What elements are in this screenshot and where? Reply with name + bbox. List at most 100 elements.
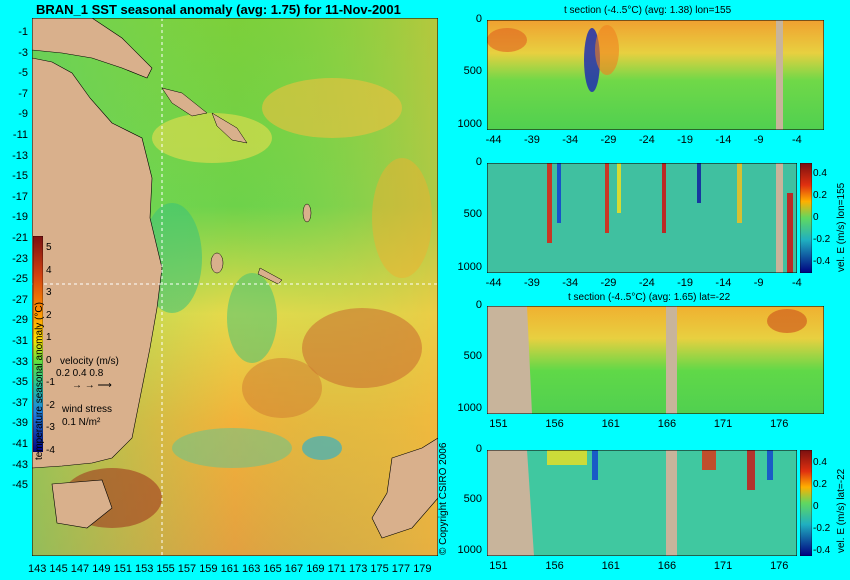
new-guinea-landmass — [32, 18, 153, 79]
vel-section-lat-22 — [487, 450, 797, 556]
section-4-x-tick: 161 — [601, 560, 620, 572]
vel-colorbar-tick: -0.2 — [813, 523, 831, 534]
vel-colorbar-tick: -0.2 — [813, 234, 831, 245]
sst-colorbar-tick: -1 — [46, 377, 55, 388]
sst-colorbar-tick: 4 — [46, 264, 52, 276]
sst-colorbar-label: temperature seasonal anomaly (°C) — [34, 302, 45, 460]
section-3-x-tick: 151 — [489, 418, 508, 430]
map-lat-tick-label: -39 — [12, 417, 28, 430]
map-lon-tick-label: 171 — [327, 563, 346, 575]
map-lat-tick-label: -13 — [12, 149, 28, 162]
map-lat-tick-label: -11 — [12, 129, 28, 141]
section-3-x-tick: 176 — [770, 418, 789, 430]
map-lat-tick-label: -27 — [12, 293, 28, 306]
map-lat-tick-label: -37 — [12, 396, 28, 409]
section-1-title: t section (-4..5°C) (avg: 1.38) lon=155 — [564, 5, 732, 16]
section-3-x-tick: 171 — [713, 418, 733, 430]
vel-colorbar-tick: 0 — [813, 501, 819, 512]
section-1-x-tick: -44 — [485, 134, 502, 146]
map-lat-tick-label: -43 — [12, 458, 28, 471]
section-4-x-tick: 151 — [489, 560, 508, 572]
section-1-x-tick: -9 — [753, 134, 764, 146]
sst-colorbar-tick: 5 — [46, 242, 52, 253]
section-3-y-tick: 500 — [463, 350, 482, 363]
section-2-x-tick: -24 — [638, 277, 655, 289]
map-lat-tick-label: -5 — [18, 67, 28, 80]
map-lon-tick-label: 155 — [156, 563, 175, 575]
section-3-y-tick: 0 — [475, 299, 482, 311]
map-lon-tick-label: 149 — [92, 563, 111, 575]
new-zealand-landmass — [371, 437, 438, 539]
map-title: BRAN_1 SST seasonal anomaly (avg: 1.75) … — [36, 2, 401, 17]
section-2-x-tick: -4 — [792, 277, 802, 289]
map-lat-tick-label: -19 — [12, 211, 28, 224]
section-2-x-tick: -14 — [715, 277, 732, 289]
section-4-x-tick: 166 — [657, 560, 677, 572]
map-lat-tick-label: -41 — [12, 438, 28, 450]
vel-colorbar-1-label: vel. E (m/s) lon=155 — [836, 182, 847, 272]
map-lon-tick-label: 179 — [413, 563, 432, 575]
section-3-title: t section (-4..5°C) (avg: 1.65) lat=-22 — [568, 292, 731, 303]
map-lat-tick-label: -15 — [12, 170, 28, 183]
t-section-lat-22 — [487, 306, 824, 414]
map-lon-tick-label: 175 — [370, 563, 389, 575]
map-lat-tick-label: -3 — [18, 46, 28, 59]
velocity-legend-values: 0.2 0.4 0.8 — [56, 368, 104, 379]
map-lon-tick-label: 161 — [220, 563, 239, 575]
tasmania-landmass — [51, 479, 113, 529]
section-2-x-tick: -34 — [562, 277, 579, 289]
section-4-y-tick: 0 — [475, 443, 482, 455]
map-lon-tick-label: 177 — [391, 563, 411, 575]
vel-colorbar-2-label: vel. E (m/s) lat=-22 — [836, 468, 847, 553]
section-4-x-tick: 176 — [770, 560, 789, 572]
section-1-y-tick: 0 — [475, 13, 482, 25]
map-lon-tick-label: 157 — [177, 563, 197, 575]
sst-colorbar-tick: -2 — [46, 399, 55, 411]
map-lon-tick-label: 143 — [28, 563, 47, 575]
section-1-x-tick: -4 — [792, 134, 802, 146]
wind-legend-value: 0.1 N/m² — [62, 417, 101, 428]
section-1-y-tick: 1000 — [457, 117, 482, 130]
section-1-x-tick: -34 — [562, 134, 579, 146]
sst-colorbar-tick: 1 — [46, 332, 52, 343]
map-lon-tick-label: 167 — [284, 563, 304, 575]
sst-colorbar-tick: 0 — [46, 354, 52, 366]
map-lat-tick-label: -17 — [12, 190, 28, 203]
section-2-y-tick: 500 — [463, 208, 482, 221]
map-lat-tick-label: -35 — [12, 376, 28, 389]
t-section-lon155 — [487, 20, 824, 130]
section-2-x-tick: -39 — [523, 277, 540, 289]
section-1-x-tick: -19 — [677, 134, 694, 146]
vel-colorbar-1 — [800, 163, 812, 273]
map-lat-tick-label: -23 — [12, 252, 28, 265]
velocity-legend-label: velocity (m/s) — [60, 356, 119, 367]
velocity-arrows: → → ⟶ — [72, 380, 112, 391]
map-lat-tick-label: -7 — [18, 87, 28, 100]
vel-colorbar-tick: 0.2 — [813, 479, 827, 490]
section-4-x-tick: 171 — [713, 560, 733, 572]
map-lat-tick-label: -25 — [12, 273, 28, 286]
section-2-y-tick: 1000 — [457, 260, 482, 273]
section-4-x-tick: 156 — [545, 560, 564, 572]
map-lat-tick-label: -21 — [12, 232, 28, 244]
section-1-x-tick: -24 — [638, 134, 655, 146]
map-lat-tick-label: -45 — [12, 479, 28, 492]
map-lon-tick-label: 173 — [349, 563, 368, 575]
section-4-y-tick: 1000 — [457, 543, 482, 556]
map-lat-tick-label: -1 — [18, 26, 28, 38]
section-4-y-tick: 500 — [463, 493, 482, 506]
section-2-x-tick: -44 — [485, 277, 502, 289]
section-1-x-tick: -39 — [523, 134, 540, 146]
vel-colorbar-tick: 0 — [813, 212, 819, 223]
australia-landmass — [32, 57, 163, 469]
map-lon-tick-label: 147 — [70, 563, 90, 575]
sst-map — [32, 18, 438, 556]
map-lon-tick-label: 169 — [306, 563, 325, 575]
vel-section-lon155 — [487, 163, 797, 273]
map-lon-tick-label: 151 — [113, 563, 132, 575]
vel-colorbar-tick: -0.4 — [813, 545, 831, 556]
map-lat-tick-label: -9 — [18, 108, 28, 121]
vel-colorbar-tick: 0.4 — [813, 457, 827, 468]
section-2-x-tick: -29 — [600, 277, 617, 289]
section-1-x-tick: -14 — [715, 134, 732, 146]
